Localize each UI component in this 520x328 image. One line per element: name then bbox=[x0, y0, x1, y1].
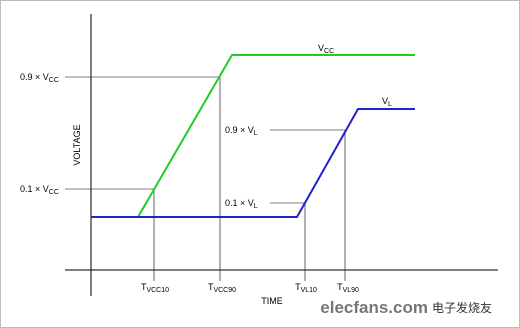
label-sub: VCC90 bbox=[213, 287, 236, 294]
label-sub: VL10 bbox=[301, 287, 317, 294]
label-prefix: 0.9 × bbox=[225, 125, 248, 135]
label-main: V bbox=[318, 43, 324, 53]
level-label: 0.1 × VL bbox=[225, 198, 258, 210]
watermark-site: elecfans.com bbox=[320, 298, 428, 317]
time-label: TVL10 bbox=[295, 282, 317, 294]
label-sub: CC bbox=[324, 48, 334, 55]
label-main: V bbox=[43, 184, 49, 194]
label-prefix: 0.1 × bbox=[225, 198, 248, 208]
label-sub: CC bbox=[49, 189, 59, 196]
label-main: V bbox=[248, 198, 254, 208]
label-prefix: 0.1 × bbox=[20, 184, 43, 194]
label-sub: L bbox=[254, 203, 258, 210]
label-sub: VL90 bbox=[343, 287, 359, 294]
time-label: TVCC10 bbox=[141, 282, 169, 294]
time-label: TVCC90 bbox=[208, 282, 236, 294]
label-sub: L bbox=[388, 101, 392, 108]
time-label: TVL90 bbox=[337, 282, 359, 294]
level-label: 0.9 × VL bbox=[225, 125, 258, 137]
label-main: T bbox=[337, 282, 343, 292]
label-main: V bbox=[43, 72, 49, 82]
trace-label: VL bbox=[382, 96, 392, 108]
y-axis-label: VOLTAGE bbox=[72, 124, 82, 165]
label-main: V bbox=[382, 96, 388, 106]
label-prefix: 0.9 × bbox=[20, 72, 43, 82]
label-main: T bbox=[141, 282, 147, 292]
vl-trace bbox=[91, 108, 415, 218]
watermark-name: 电子发烧友 bbox=[432, 300, 492, 315]
level-label: 0.9 × VCC bbox=[20, 72, 59, 84]
x-axis-label: TIME bbox=[261, 296, 283, 306]
vcc-trace bbox=[137, 54, 415, 218]
label-main: T bbox=[295, 282, 301, 292]
label-sub: CC bbox=[49, 77, 59, 84]
label-sub: L bbox=[254, 130, 258, 137]
level-label: 0.1 × VCC bbox=[20, 184, 59, 196]
trace-label: VCC bbox=[318, 43, 334, 55]
label-sub: VCC10 bbox=[146, 287, 169, 294]
label-main: V bbox=[248, 125, 254, 135]
label-main: T bbox=[208, 282, 214, 292]
